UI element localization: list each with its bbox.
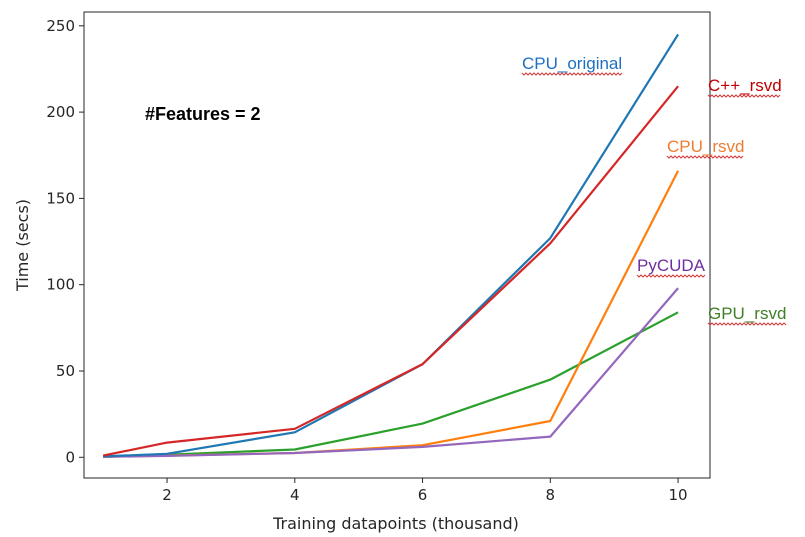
x-tick-label: 4 bbox=[290, 486, 300, 504]
series-label-cpu-original: CPU_original bbox=[522, 54, 622, 73]
plot-area bbox=[83, 11, 711, 479]
y-tick-label: 200 bbox=[46, 103, 75, 121]
x-tick-label: 8 bbox=[546, 486, 556, 504]
y-tick-label: 250 bbox=[46, 17, 75, 35]
x-tick-label: 2 bbox=[162, 486, 172, 504]
series-label-c-rsvd: C++_rsvd bbox=[708, 76, 782, 95]
series-line-c-rsvd bbox=[102, 85, 679, 457]
y-tick-label: 50 bbox=[56, 362, 75, 380]
series-line-cpu-original bbox=[103, 33, 680, 458]
series-label-cpu-rsvd: CPU_rsvd bbox=[667, 137, 744, 156]
y-tick-label: 100 bbox=[46, 276, 75, 294]
series-line-pycuda bbox=[103, 287, 679, 458]
spellcheck-underline bbox=[636, 274, 706, 278]
spellcheck-underline bbox=[666, 155, 744, 159]
series-label-pycuda: PyCUDA bbox=[637, 256, 706, 275]
spellcheck-underline bbox=[707, 322, 787, 326]
y-axis-label: Time (secs) bbox=[13, 199, 32, 292]
series-label-gpu-rsvd: GPU_rsvd bbox=[708, 304, 786, 323]
x-tick-label: 10 bbox=[669, 486, 688, 504]
x-axis-label: Training datapoints (thousand) bbox=[272, 514, 519, 533]
spellcheck-underline bbox=[707, 94, 781, 98]
y-tick-label: 0 bbox=[65, 448, 75, 466]
x-tick-label: 6 bbox=[418, 486, 428, 504]
spellcheck-underline bbox=[521, 72, 623, 76]
features-annotation: #Features = 2 bbox=[145, 104, 261, 124]
y-tick-label: 150 bbox=[46, 189, 75, 207]
